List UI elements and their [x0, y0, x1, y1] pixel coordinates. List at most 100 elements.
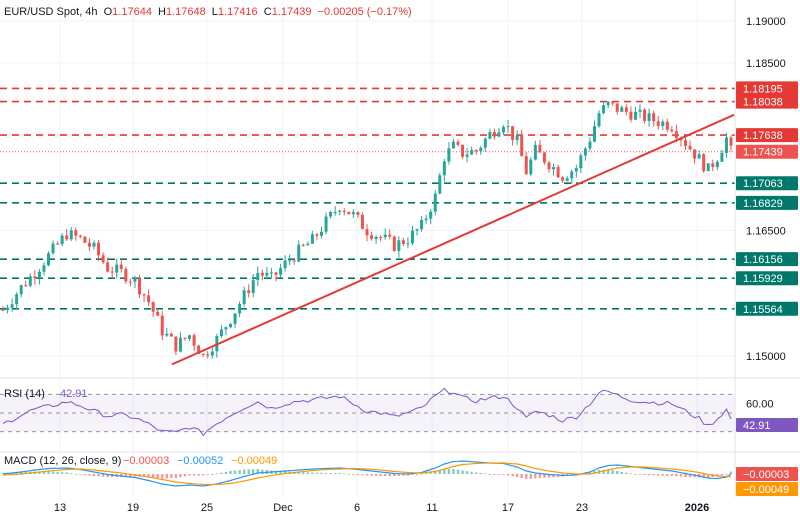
grid — [0, 0, 735, 497]
x-tick-label: 23 — [576, 502, 588, 514]
rsi-title: RSI (14) — [4, 388, 45, 400]
candle-body — [28, 276, 32, 286]
macd-histogram-bar — [224, 471, 228, 474]
symbol-header: EUR/USD Spot, 4h O1.17644 H1.17648 L1.17… — [4, 6, 415, 18]
candle-body — [715, 161, 719, 168]
support-level-label: 1.16829 — [743, 198, 783, 210]
macd-histogram-bar — [479, 473, 482, 474]
macd-histogram-bar — [374, 474, 378, 476]
macd-histogram-bar — [625, 472, 628, 474]
candle-body — [365, 229, 369, 236]
candle-body — [19, 285, 23, 295]
macd-histogram-bar — [547, 474, 551, 478]
macd-histogram-bar — [343, 473, 346, 475]
candle-body — [33, 276, 37, 279]
macd-histogram-bar — [684, 474, 687, 477]
candle-body — [483, 138, 487, 148]
x-tick-label: 17 — [502, 502, 514, 514]
macd-histogram-bar — [333, 473, 337, 474]
candle-body — [147, 295, 151, 303]
macd-histogram-bar — [188, 474, 191, 476]
candle-body — [547, 162, 551, 170]
candle-body — [165, 333, 169, 336]
candle-body — [142, 294, 146, 296]
macd-histogram-bar — [220, 472, 223, 474]
candle-body — [128, 281, 132, 283]
trendline[interactable] — [171, 113, 735, 366]
candle-body — [529, 159, 533, 175]
candle-body — [533, 144, 537, 160]
macd-histogram-bar — [506, 474, 510, 476]
macd-histogram-bar — [370, 474, 373, 476]
candle-body — [1, 309, 5, 311]
candle-body — [520, 135, 524, 157]
macd-histogram-bar — [329, 473, 332, 474]
support-level-label: 1.15929 — [743, 273, 783, 285]
candle-body — [56, 243, 60, 245]
support-level-label: 1.15564 — [743, 304, 783, 316]
candle-body — [729, 137, 733, 146]
candle-body — [379, 236, 383, 238]
candle-body — [492, 131, 496, 137]
macd-histogram-bar — [424, 472, 428, 474]
macd-histogram-bar — [124, 474, 128, 477]
macd-histogram-bar — [65, 472, 68, 474]
rsi-value-label: 42.91 — [743, 420, 771, 432]
macd-histogram-bar — [552, 474, 555, 478]
candle-body — [229, 323, 232, 328]
macd-histogram-bar — [20, 472, 23, 474]
candle-body — [6, 307, 10, 311]
candle-body — [565, 178, 569, 181]
macd-histogram-bar — [79, 474, 82, 475]
macd-histogram-bar — [315, 472, 319, 474]
macd-histogram-bar — [611, 470, 614, 474]
candle-body — [210, 351, 214, 356]
candle-body — [693, 149, 697, 159]
open-value: 1.17644 — [112, 6, 152, 18]
macd-line — [2, 460, 732, 487]
candle-body — [74, 230, 78, 236]
macd-histogram-bar — [388, 474, 391, 476]
candle-body — [233, 313, 237, 324]
candle-body — [515, 135, 519, 140]
candle-body — [674, 131, 678, 138]
macd-histogram-bar — [233, 470, 237, 474]
candle-body — [279, 268, 283, 275]
candle-body — [470, 150, 474, 155]
macd-histogram-bar — [657, 474, 660, 476]
candle-body — [160, 315, 164, 336]
candle-body — [615, 103, 619, 112]
macd-histogram-bar — [211, 474, 214, 475]
support-level-label-box — [736, 195, 798, 210]
candle-body — [360, 214, 364, 230]
candle-body — [324, 216, 328, 232]
candle-body — [87, 242, 91, 247]
candle-body — [329, 211, 333, 217]
candle-body — [411, 230, 414, 244]
support-level-label-box — [736, 252, 798, 267]
macd-histogram-bar — [306, 472, 310, 474]
candle-body — [333, 211, 337, 213]
macd-histogram-bar — [202, 474, 205, 476]
rsi-header-value: 42.91 — [60, 388, 88, 400]
candle-body — [524, 156, 528, 175]
macd-histogram-bar — [475, 472, 478, 474]
candle-body — [629, 111, 633, 120]
macd-histogram-bar — [666, 474, 669, 476]
macd-histogram-bar — [324, 473, 328, 474]
macd-histogram-bar — [97, 474, 100, 477]
macd-histogram-bar — [616, 471, 619, 474]
candle-body — [670, 129, 674, 132]
y-tick-label: 1.15000 — [746, 351, 786, 363]
candle-body — [442, 161, 446, 176]
macd-histogram-bar — [688, 474, 692, 478]
current-price-label-box — [736, 144, 798, 159]
symbol-title[interactable]: EUR/USD Spot, 4h — [4, 6, 98, 18]
candle-body — [429, 211, 433, 219]
candle-body — [110, 271, 114, 273]
macd-histogram-bar — [411, 474, 414, 475]
macd-histogram-bar — [429, 471, 432, 474]
candle-body — [206, 354, 210, 356]
